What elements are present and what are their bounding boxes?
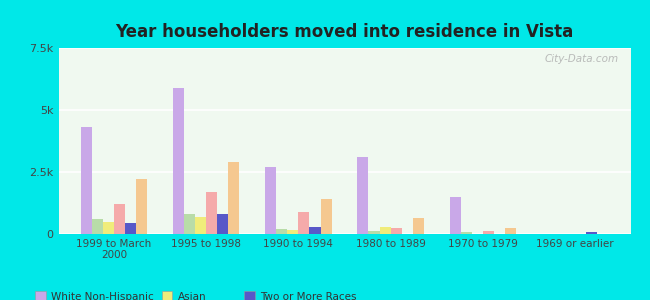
Bar	[81, 128, 92, 234]
Bar	[450, 197, 461, 234]
Bar	[298, 212, 309, 234]
Bar	[103, 222, 114, 234]
Bar	[369, 231, 380, 234]
Bar	[586, 232, 597, 234]
Bar	[136, 179, 147, 234]
Bar	[287, 230, 298, 234]
Bar	[461, 232, 472, 234]
Bar	[309, 226, 320, 234]
Bar	[276, 229, 287, 234]
Title: Year householders moved into residence in Vista: Year householders moved into residence i…	[116, 23, 573, 41]
Bar	[92, 219, 103, 234]
Bar	[413, 218, 424, 234]
Bar	[173, 88, 184, 234]
Bar	[228, 162, 239, 234]
Bar	[505, 228, 516, 234]
Bar	[358, 157, 369, 234]
Bar	[380, 227, 391, 234]
Bar	[265, 167, 276, 234]
Bar	[217, 214, 228, 234]
Legend: White Non-Hispanic, Black, Asian, Other Race, Two or More Races, Hispanic or Lat: White Non-Hispanic, Black, Asian, Other …	[35, 291, 380, 300]
Text: City-Data.com: City-Data.com	[545, 54, 619, 64]
Bar	[391, 228, 402, 234]
Bar	[125, 223, 136, 234]
Bar	[206, 192, 217, 234]
Bar	[195, 217, 206, 234]
Bar	[114, 204, 125, 234]
Bar	[184, 214, 195, 234]
Bar	[483, 231, 494, 234]
Bar	[320, 199, 332, 234]
